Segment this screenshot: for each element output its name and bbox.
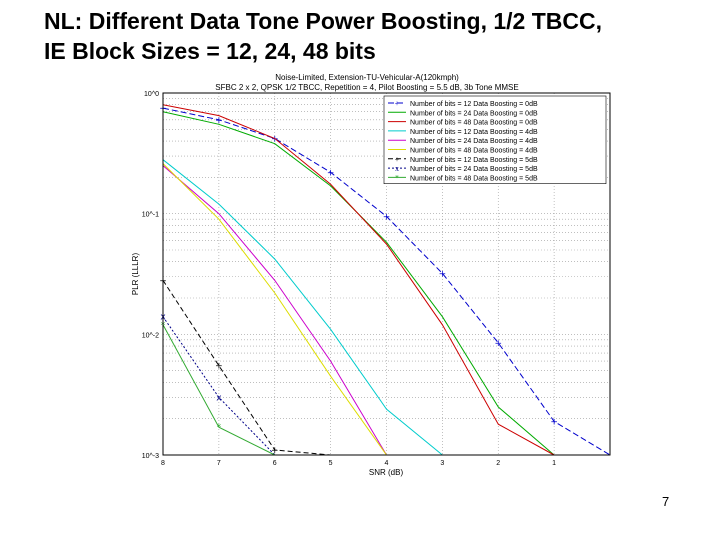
y-axis-label: PLR (LLLR) (131, 253, 140, 296)
series-marker: + (494, 339, 502, 349)
y-tick-label: 10^0 (144, 91, 159, 98)
series-line (162, 159, 443, 456)
series-marker: + (550, 417, 558, 427)
slide-title-line-2: IE Block Sizes = 12, 24, 48 bits (44, 38, 376, 64)
tick-labels: 8 7 6 5 4 3 2 1 10^0 10^-1 10^-2 10^-3 (142, 91, 556, 467)
slide-number: 7 (662, 494, 670, 509)
y-tick-label: 10^-1 (142, 212, 159, 219)
chart-subtitle: SFBC 2 x 2, QPSK 1/2 TBCC, Repetition = … (215, 83, 518, 92)
legend-label: Number of bits = 48 Data Boosting = 5dB (410, 175, 538, 182)
series-line (162, 324, 276, 456)
legend-label: Number of bits = 24 Data Boosting = 5dB (410, 166, 538, 173)
legend-label: Number of bits = 24 Data Boosting = 0dB (410, 110, 538, 117)
series-lines: +++++++++++xx** (159, 104, 611, 456)
series-marker: + (271, 134, 279, 144)
slide-title-line-1: NL: Different Data Tone Power Boosting, … (44, 8, 602, 34)
legend-label: Number of bits = 12 Data Boosting = 4dB (410, 129, 538, 136)
legend-marker: + (395, 99, 400, 108)
series-marker: * (217, 423, 222, 433)
legend-marker: x (395, 164, 399, 173)
x-tick-label: 2 (496, 460, 500, 467)
series-marker: x (216, 393, 222, 403)
series-marker: + (383, 212, 391, 222)
series-line (162, 316, 276, 456)
legend-label: Number of bits = 48 Data Boosting = 0dB (410, 120, 538, 127)
plot-frame (162, 92, 611, 456)
y-tick-label: 10^-2 (142, 332, 159, 339)
chart-title: Noise-Limited, Extension-TU-Vehicular-A(… (275, 73, 459, 82)
x-tick-label: 4 (385, 460, 389, 467)
y-tick-label: 10^-3 (142, 453, 159, 460)
series-marker: + (271, 446, 279, 456)
legend-label: Number of bits = 48 Data Boosting = 4dB (410, 148, 538, 155)
series-line (162, 163, 387, 456)
x-tick-label: 5 (329, 460, 333, 467)
slide-title: NL: Different Data Tone Power Boosting, … (44, 6, 602, 66)
legend-marker: + (395, 155, 400, 164)
x-tick-label: 3 (440, 460, 444, 467)
series-line (162, 104, 555, 456)
legend-marker: * (395, 173, 399, 182)
legend-label: Number of bits = 12 Data Boosting = 5dB (410, 157, 538, 164)
series-marker: + (439, 269, 447, 279)
legend-label: Number of bits = 12 Data Boosting = 0dB (410, 101, 538, 108)
legend: + Number of bits = 12 Data Boosting = 0dB… (383, 95, 607, 184)
legend-box (383, 95, 607, 184)
x-tick-label: 1 (552, 460, 556, 467)
x-axis-label: SNR (dB) (369, 468, 404, 477)
series-marker: + (327, 168, 335, 178)
series-marker: + (215, 362, 223, 372)
series-marker: + (215, 116, 223, 126)
x-tick-label: 8 (161, 460, 165, 467)
legend-label: Number of bits = 24 Data Boosting = 4dB (410, 138, 538, 145)
x-tick-label: 6 (273, 460, 277, 467)
x-tick-label: 7 (217, 460, 221, 467)
series-line (162, 280, 331, 456)
series-line (162, 165, 387, 456)
series-line (162, 107, 611, 456)
